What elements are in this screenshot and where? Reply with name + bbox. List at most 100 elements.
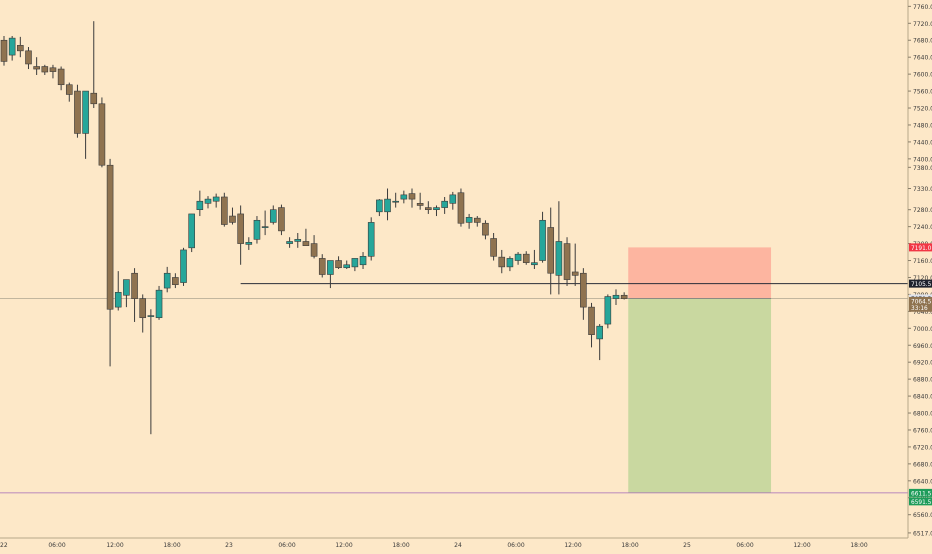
candle-body (229, 215, 236, 223)
candle-body (482, 222, 489, 236)
candle-body (400, 194, 408, 200)
candle-body (65, 84, 73, 95)
candle-body (294, 239, 302, 242)
y-tick-label: 7120.0 (913, 275, 932, 282)
x-tick-label: 24 (454, 542, 462, 549)
candle-body (278, 207, 285, 232)
candle-body (514, 253, 522, 261)
candle-body (90, 92, 98, 105)
y-tick-label: 7640.0 (913, 55, 932, 62)
y-tick-label: 7000.0 (913, 326, 932, 333)
candle-body (57, 68, 65, 86)
y-tick-label: 6720.0 (913, 444, 932, 451)
candle-body (343, 264, 351, 269)
candle-body (318, 258, 326, 275)
price-label-text: 7105.5 (911, 282, 932, 288)
candle-body (221, 196, 228, 225)
candle-body (114, 291, 122, 308)
y-tick-label: 7330.0 (913, 186, 932, 193)
candle-body (0, 39, 8, 62)
price-label-box (909, 488, 932, 497)
candle-body (612, 294, 620, 299)
candle-body (335, 260, 342, 269)
y-tick-label: 6800.0 (913, 411, 932, 418)
price-label-box (909, 243, 932, 252)
candle-body (351, 258, 359, 268)
x-tick-label: 18:00 (163, 542, 180, 549)
candle-body (172, 277, 179, 285)
x-tick-label: 12:00 (564, 542, 581, 549)
candle-body (490, 238, 497, 257)
candle-body (131, 272, 138, 299)
x-tick-label: 06:00 (278, 542, 295, 549)
y-tick-label: 7560.0 (913, 89, 932, 96)
candle-body (359, 255, 367, 266)
take-profit-zone[interactable] (628, 298, 772, 493)
candle-body (425, 207, 432, 210)
candle-body (571, 271, 579, 276)
candle-body (269, 209, 277, 223)
candle-body (441, 200, 448, 208)
y-tick-label: 6960.0 (913, 343, 932, 350)
candle-body (604, 296, 612, 325)
y-tick-label: 6517.0 (913, 530, 932, 537)
candle-body (392, 200, 399, 203)
candle-body (580, 272, 587, 308)
x-tick-label: 12:00 (106, 542, 123, 549)
y-tick-label: 7040.0 (913, 309, 932, 316)
x-tick-label: 18:00 (392, 542, 409, 549)
candle-body (506, 258, 514, 268)
candle-body (588, 306, 595, 335)
price-label-box (909, 497, 932, 506)
x-tick-label: 12:00 (793, 542, 810, 549)
candle-body (327, 260, 334, 275)
y-tick-label: 6640.0 (913, 478, 932, 485)
y-tick-label: 7720.0 (913, 21, 932, 28)
candle-body (531, 262, 538, 266)
y-tick-label: 7760.0 (913, 4, 932, 11)
candle-body (74, 90, 81, 134)
x-tick-label: 22 (0, 542, 8, 549)
candle-body (41, 66, 49, 73)
y-tick-label: 7400.0 (913, 156, 932, 163)
candle-body (286, 241, 293, 244)
x-tick-label: 06:00 (736, 542, 753, 549)
y-tick-label: 6680.0 (913, 461, 932, 468)
candle-body (416, 203, 424, 206)
candle-body (237, 213, 244, 244)
x-tick-label: 18:00 (621, 542, 638, 549)
y-tick-label: 7680.0 (913, 38, 932, 45)
candle-body (433, 207, 440, 210)
price-label-box (909, 279, 932, 288)
candle-body (547, 227, 555, 274)
y-tick-label: 6920.0 (913, 360, 932, 367)
candle-body (49, 67, 57, 72)
y-tick-label: 7280.0 (913, 207, 932, 214)
y-tick-label: 7600.0 (913, 72, 932, 79)
candle-body (196, 200, 204, 210)
price-label-text: 6591.5 (911, 500, 932, 506)
candle-body (253, 219, 261, 240)
candle-body (8, 37, 16, 56)
candle-body (563, 243, 571, 280)
candle-body (188, 213, 195, 249)
candle-body (555, 241, 563, 276)
candle-body (310, 243, 318, 257)
y-tick-label: 6560.0 (913, 512, 932, 519)
candle-body (123, 279, 130, 296)
candle-body (498, 256, 506, 268)
candle-body (155, 289, 163, 319)
candle-body (204, 198, 212, 204)
candle-body (367, 222, 375, 257)
candle-body (212, 196, 220, 202)
stop-loss-zone[interactable] (628, 247, 772, 299)
candle-body (384, 198, 391, 213)
candle-body (139, 298, 147, 319)
candle-body (245, 242, 253, 245)
candle-body (147, 315, 155, 317)
x-tick-label: 25 (683, 542, 691, 549)
y-tick-label: 7480.0 (913, 122, 932, 129)
